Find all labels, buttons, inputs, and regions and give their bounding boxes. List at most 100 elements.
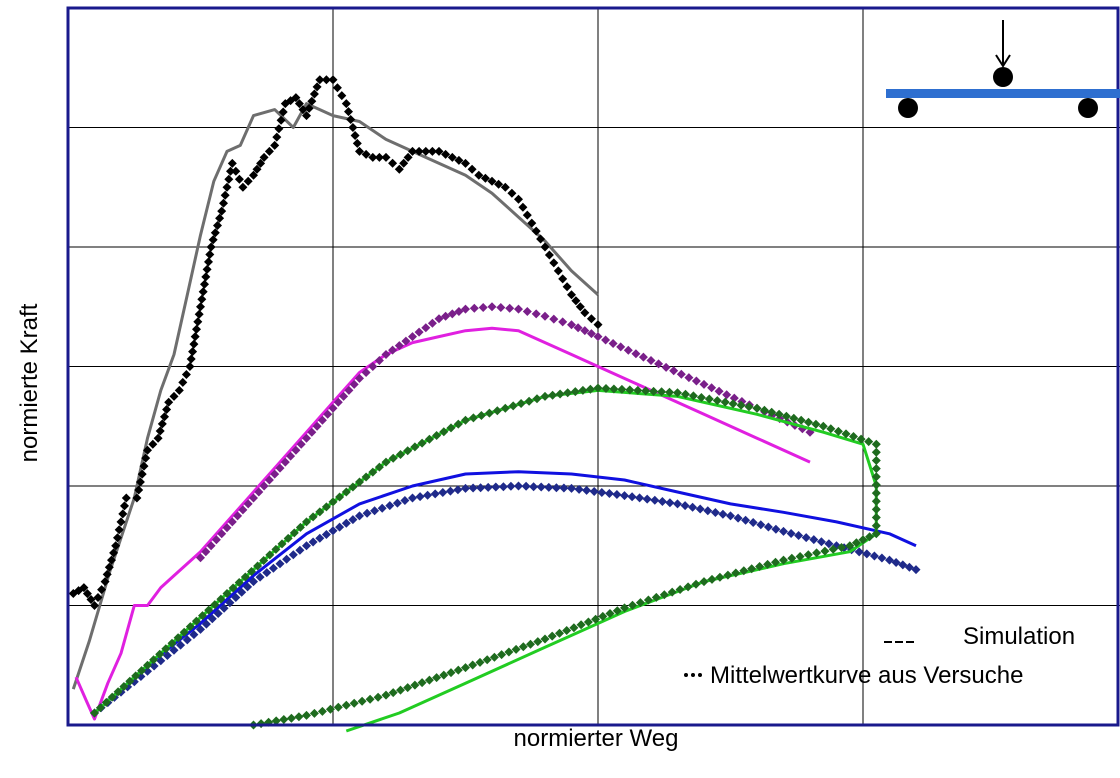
experiment-point [695,504,705,514]
experiment-point [661,362,671,372]
experiment-point [205,250,215,259]
inset-load-arrow-head [995,54,1011,68]
experiment-point [222,589,232,598]
experiment-point [264,146,274,156]
experiment-point [796,415,806,425]
experiment-point [707,383,717,393]
experiment-point [491,482,501,492]
experiment-point [461,415,470,425]
experiment-point [95,703,105,713]
experiment-point [264,475,274,485]
experiment-point [204,605,214,615]
experiment-point [410,442,420,452]
experiment-point [410,680,420,690]
experiment-point [589,487,599,496]
experiment-point [585,384,595,394]
experiment-point [752,403,762,413]
experiment-point [348,123,358,132]
experiment-point [192,324,201,334]
experiment-point [357,696,367,706]
experiment-point [755,562,765,571]
experiment-point [219,603,229,613]
experiment-point [217,529,227,539]
experiment-point [667,587,677,597]
y-axis-label: normierte Kraft [16,303,43,462]
experiment-point [427,318,437,328]
experiment-point [646,356,656,365]
inset-support-left [898,98,918,118]
experiment-point [227,517,237,527]
experiment-point [871,439,881,449]
experiment-point [368,152,378,162]
experiment-point [601,384,611,393]
experiment-point [355,477,364,487]
inset-beam [886,89,1120,98]
experiment-point [726,511,735,521]
experiment-point [691,376,701,386]
experiment-point [348,482,358,492]
experiment-point [453,665,463,675]
experiment-point [616,342,626,352]
experiment-point [593,383,603,393]
experiment-point [307,427,317,437]
experiment-point [388,158,398,168]
experiment-point [308,512,318,522]
experiment-point [421,323,431,333]
experiment-point [226,166,235,176]
experiment-point [699,577,709,587]
experiment-point [333,397,343,407]
experiment-point [111,541,121,551]
experiment-point [349,379,359,389]
experiment-point [349,698,359,708]
experiment-point [891,558,901,567]
experiment-point [688,502,698,512]
experiment-point [344,107,353,117]
experiment-point [803,550,813,560]
experiment-point [620,603,629,613]
experiment-point [522,307,532,316]
experiment-point [295,522,305,532]
experiment-point [208,235,218,245]
series-layer [68,75,921,733]
experiment-point [548,390,558,400]
experiment-point [434,146,444,156]
experiment-point [461,663,470,673]
experiment-point [256,158,266,168]
experiment-point [586,329,596,339]
experiment-point [578,385,588,395]
experiment-point [185,622,195,632]
experiment-point [722,390,732,400]
experiment-point [213,609,223,618]
three-point-bend-inset [886,20,1120,118]
experiment-point [374,462,384,472]
experiment-point [396,685,405,695]
experiment-point [169,391,179,401]
experiment-point [789,413,799,423]
experiment-point [381,152,391,162]
experiment-point [321,75,331,85]
experiment-point [296,439,306,449]
experiment-point [414,327,424,337]
experiment-point [871,521,881,531]
experiment-point [484,408,494,418]
experiment-point [153,433,163,443]
experiment-point [453,419,463,429]
experiment-point [703,506,713,516]
experiment-point [79,583,89,593]
experiment-point [167,638,177,648]
experiment-point [504,647,514,657]
experiment-point [628,600,637,610]
experiment-point [467,164,477,174]
experiment-point [335,492,345,502]
experiment-point [317,706,327,716]
experiment-point [524,396,534,406]
experiment-point [116,517,126,527]
x-axis-label: normierter Weg [514,725,679,752]
experiment-point [494,179,504,189]
experiment-point [567,483,576,493]
experiment-point [328,526,338,536]
experiment-point [441,149,451,159]
experiment-point [224,174,234,184]
experiment-point [217,206,227,216]
experiment-point [370,506,380,516]
